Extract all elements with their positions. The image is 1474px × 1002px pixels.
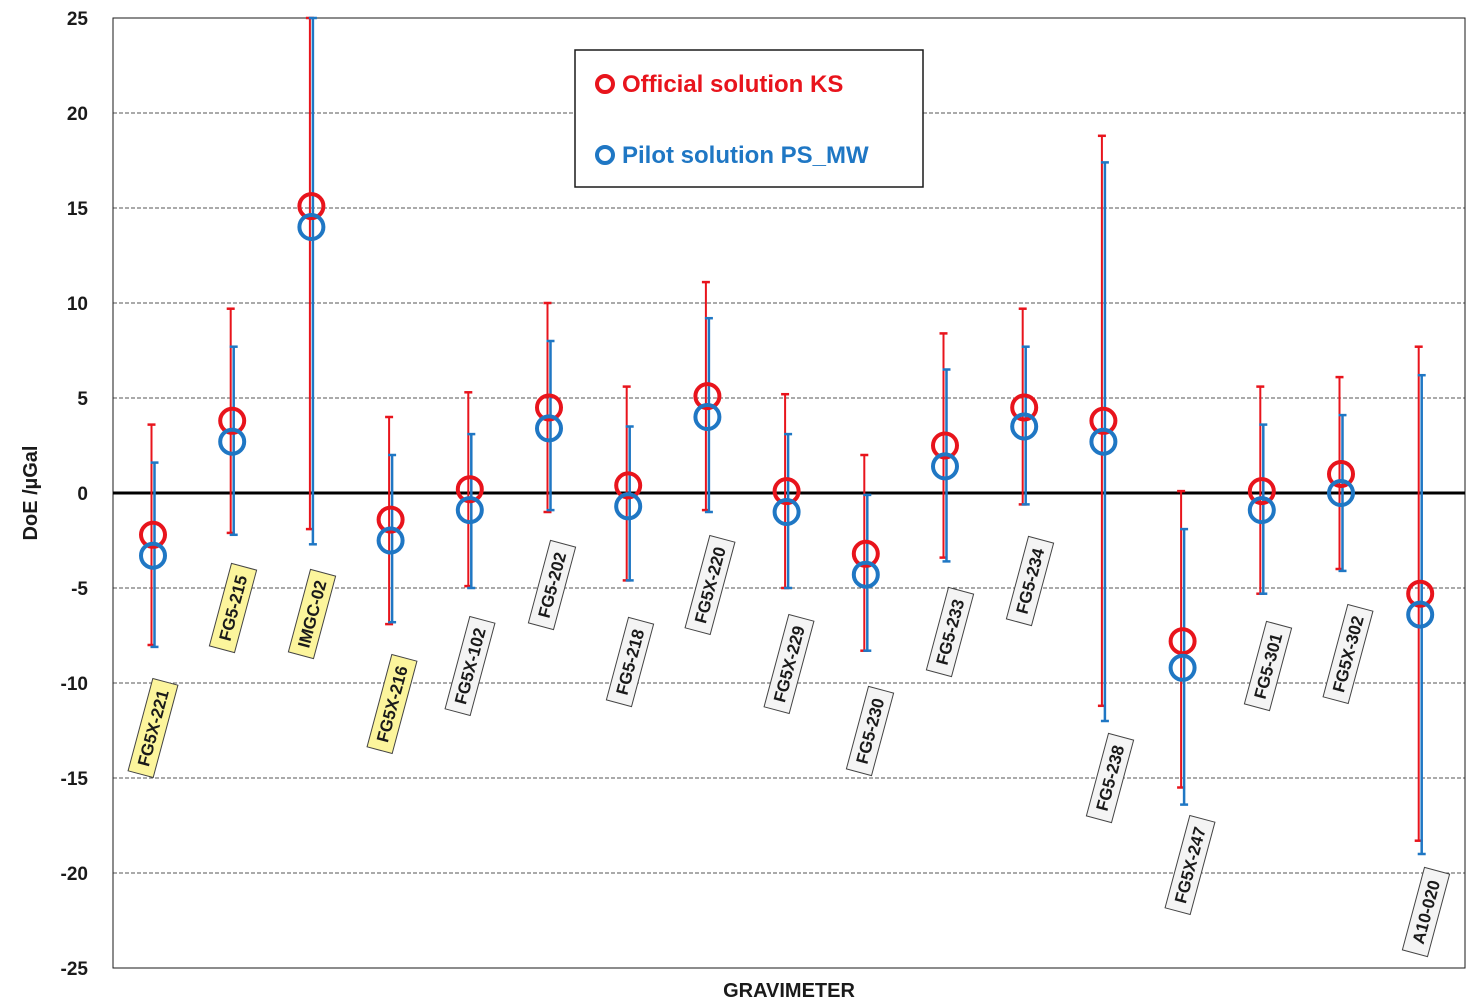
legend-marker-official <box>595 74 615 94</box>
instrument-label-box <box>1243 620 1293 712</box>
instrument-label-box <box>1164 814 1216 916</box>
official-marker <box>1327 460 1355 488</box>
instrument-label-box <box>925 586 975 678</box>
y-tick-labels: 25 20 15 10 5 0 -5 -10 -15 -20 -25 <box>61 9 89 980</box>
instrument-label-box <box>1401 866 1451 958</box>
official-marker <box>376 505 405 534</box>
official-marker <box>1168 627 1197 656</box>
official-marker <box>218 406 247 435</box>
y-tick-label: -20 <box>61 864 88 885</box>
legend-label-official: Official solution KS <box>622 71 843 98</box>
official-marker <box>455 475 484 504</box>
instrument-label-box <box>845 685 895 777</box>
instrument-label: FG5X-102 <box>444 615 496 717</box>
y-tick-label: 25 <box>67 9 89 30</box>
legend: Official solution KS Pilot solution PS_M… <box>574 49 924 188</box>
legend-marker-pilot <box>595 145 615 165</box>
instrument-label: FG5-202 <box>527 539 577 631</box>
pilot-marker <box>455 496 484 525</box>
instrument-label: FG5-230 <box>845 685 895 777</box>
pilot-marker <box>297 213 326 241</box>
instrument-label: FG5X-220 <box>684 534 736 636</box>
instrument-label-box <box>1085 732 1135 824</box>
instrument-label-box <box>1322 603 1374 705</box>
instrument-label: A10-020 <box>1401 866 1451 958</box>
official-marker <box>693 382 722 411</box>
pilot-marker <box>535 414 563 443</box>
pilot-marker <box>1168 653 1197 682</box>
official-marker <box>1089 406 1118 435</box>
instrument-label-box <box>605 616 655 708</box>
y-tick-label: 10 <box>67 294 88 315</box>
pilot-marker <box>376 526 405 555</box>
y-tick-label: 5 <box>77 389 88 410</box>
instrument-label-box <box>366 653 418 755</box>
instrument-label-box <box>763 613 815 715</box>
x-axis-title: GRAVIMETER <box>723 980 855 1002</box>
pilot-marker <box>1010 412 1039 441</box>
legend-label-pilot: Pilot solution PS_MW <box>622 142 869 169</box>
instrument-label: FG5-218 <box>605 616 655 708</box>
pilot-marker <box>1327 479 1355 507</box>
y-tick-label: -15 <box>61 769 89 790</box>
instrument-label-box <box>208 562 258 654</box>
y-tick-label: -5 <box>71 579 88 600</box>
official-marker <box>614 471 643 500</box>
markers <box>139 192 1435 682</box>
pilot-marker <box>1406 600 1435 629</box>
instrument-label: FG5X-221 <box>127 677 179 779</box>
instrument-label: FG5-215 <box>208 562 258 654</box>
instrument-label: FG5-301 <box>1243 620 1293 712</box>
instrument-label-box <box>287 568 337 660</box>
pilot-marker <box>1247 496 1276 525</box>
instrument-label: FG5-234 <box>1005 535 1055 627</box>
official-marker <box>1010 393 1039 422</box>
official-marker <box>772 477 801 506</box>
y-tick-label: -10 <box>61 674 88 695</box>
instrument-label-box <box>684 534 736 636</box>
pilot-marker <box>772 498 801 526</box>
y-tick-label: -25 <box>61 959 89 980</box>
instrument-label: FG5-233 <box>925 586 975 678</box>
pilot-marker <box>139 541 167 570</box>
error-bars <box>147 16 1426 856</box>
y-tick-label: 15 <box>67 199 89 220</box>
instrument-label: FG5X-302 <box>1322 603 1374 705</box>
official-marker <box>535 393 563 422</box>
pilot-marker <box>1089 427 1118 456</box>
official-marker <box>1406 579 1435 608</box>
y-tick-label: 20 <box>67 104 88 125</box>
instrument-label-box <box>444 615 496 717</box>
instrument-label: FG5X-229 <box>763 613 815 715</box>
official-marker <box>297 192 326 221</box>
official-marker <box>931 431 959 460</box>
official-marker <box>851 539 880 568</box>
instrument-label-box <box>1005 535 1055 627</box>
instrument-label: IMGC-02 <box>287 568 337 660</box>
official-marker <box>1247 477 1276 506</box>
official-marker <box>139 520 167 549</box>
pilot-marker <box>931 452 959 481</box>
pilot-marker <box>614 492 643 521</box>
instrument-labels: FG5X-221 FG5-215 IMGC-02 FG5X-216 FG5X-102 FG… <box>127 534 1451 958</box>
y-axis-title: DoE /µGal <box>20 446 42 541</box>
y-tick-label: 0 <box>77 484 88 505</box>
instrument-label-box <box>127 677 179 779</box>
pilot-marker <box>218 427 247 456</box>
instrument-label-box <box>527 539 577 631</box>
pilot-marker <box>851 560 880 589</box>
legend-box <box>574 49 924 188</box>
instrument-label: FG5X-247 <box>1164 814 1216 916</box>
pilot-marker <box>693 403 722 431</box>
instrument-label: FG5X-216 <box>366 653 418 755</box>
